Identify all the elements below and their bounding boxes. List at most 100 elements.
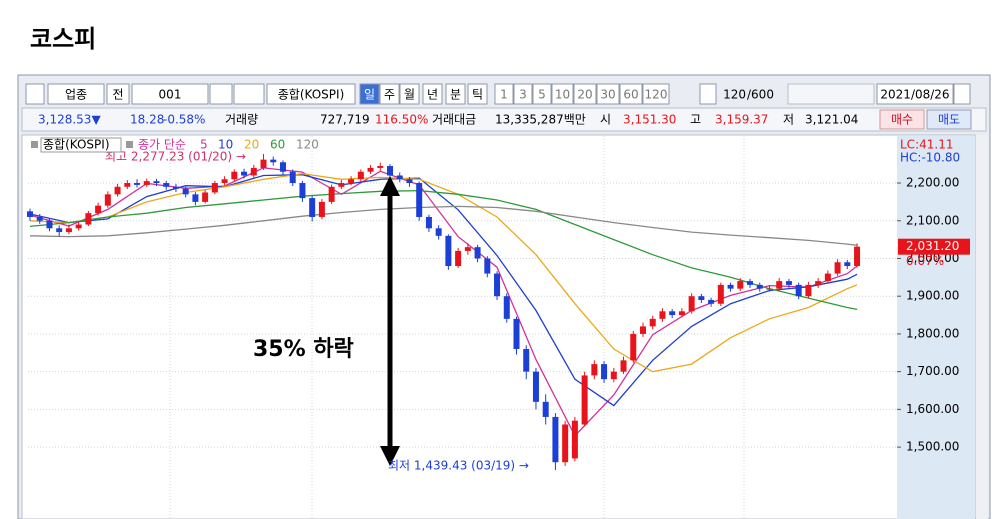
toolbar-button[interactable] <box>532 83 552 105</box>
quote-field: 거래량 <box>225 113 258 127</box>
count-dropdown[interactable] <box>699 83 717 105</box>
toolbar-button[interactable] <box>422 83 443 105</box>
candle-body <box>659 311 666 319</box>
candle-body <box>698 296 705 300</box>
candle-body <box>776 281 783 289</box>
toolbar-label: 1 <box>500 88 508 102</box>
toolbar-button[interactable] <box>47 83 105 105</box>
calendar-icon[interactable] <box>953 83 971 105</box>
candle-body <box>289 171 296 184</box>
toolbar-button[interactable] <box>359 83 380 105</box>
y-tick-label: 2,200.00 <box>906 176 959 190</box>
y-tick-label: 1,700.00 <box>906 364 959 378</box>
quote-field: 727,719 <box>320 113 370 127</box>
candle-body <box>717 284 724 304</box>
page-title: 코스피 <box>30 25 96 53</box>
toolbar-button[interactable] <box>399 83 420 105</box>
low-annotation: 최저 1,439.43 (03/19) → <box>388 459 529 473</box>
toolbar-button[interactable] <box>266 83 356 105</box>
moving-average <box>29 174 858 407</box>
candle-body <box>85 213 92 225</box>
candle-body <box>445 235 452 267</box>
candle-body <box>134 183 141 185</box>
toolbar-button[interactable] <box>106 83 130 105</box>
candle-body <box>785 281 792 285</box>
toolbar-button[interactable] <box>467 83 488 105</box>
sound-icon[interactable] <box>233 83 265 105</box>
drop-arrow <box>380 176 400 466</box>
sell-button[interactable] <box>926 109 972 130</box>
toolbar-button[interactable] <box>445 83 466 105</box>
y-tick-label: 1,500.00 <box>906 440 959 454</box>
toolbar-button[interactable] <box>596 83 620 105</box>
candle-body <box>678 311 685 316</box>
legend-entry: 20 <box>244 138 259 152</box>
candle-body <box>669 311 676 316</box>
candle-body <box>377 166 384 168</box>
quote-field: 3,159.37 <box>715 113 768 127</box>
candle-body <box>250 167 257 176</box>
candle-body <box>649 318 656 327</box>
toolbar-label: 2021/08/26 <box>880 88 949 102</box>
candle-body <box>815 281 822 285</box>
toolbar-button[interactable] <box>131 83 209 105</box>
candle-body <box>36 216 43 221</box>
toolbar-label: 틱 <box>472 88 483 102</box>
buy-button[interactable] <box>879 109 925 130</box>
tool-icons[interactable] <box>787 83 875 105</box>
candle-body <box>581 375 588 425</box>
toolbar-button[interactable] <box>619 83 643 105</box>
buy-label: 매수 <box>891 113 913 127</box>
candle-body <box>562 424 569 463</box>
candle-body <box>143 181 150 185</box>
toolbar-button[interactable] <box>642 83 670 105</box>
quote-field: 저 <box>783 113 794 127</box>
toolbar-button[interactable] <box>379 83 400 105</box>
quote-bar <box>21 107 987 132</box>
legend-entry: 120 <box>296 138 319 152</box>
toolbar-label: 5 <box>538 88 546 102</box>
candle-body <box>279 162 286 172</box>
high-annotation: 최고 2,277.23 (01/20) → <box>105 150 246 164</box>
candle-body <box>464 247 471 251</box>
legend-entry: 5 <box>200 138 208 152</box>
legend-icon <box>126 141 133 148</box>
y-axis-panel <box>897 136 975 519</box>
candle-body <box>854 246 861 267</box>
candle-body <box>552 416 559 463</box>
toolbar-label: 업종 <box>65 88 87 102</box>
candle-body <box>124 183 131 187</box>
drop-annotation: 35% 하락 <box>253 337 354 362</box>
candle-body <box>523 349 530 372</box>
y-tick-label: 1,600.00 <box>906 402 959 416</box>
candle-body <box>513 318 520 350</box>
candle-body <box>309 198 316 217</box>
toolbar-button[interactable] <box>876 83 954 105</box>
candle-body <box>114 186 121 195</box>
candle-body <box>172 186 179 189</box>
candle-body <box>182 188 189 195</box>
candle-body <box>630 333 637 361</box>
candle-body <box>348 179 355 184</box>
candle-body <box>357 171 364 180</box>
scrollbar[interactable] <box>976 135 988 519</box>
menu-icon[interactable] <box>25 83 45 105</box>
quote-field: 3,151.30 <box>623 113 676 127</box>
toolbar-button[interactable] <box>551 83 574 105</box>
sell-label: 매도 <box>938 113 960 127</box>
legend-entry: 10 <box>218 138 233 152</box>
toolbar-button[interactable] <box>573 83 597 105</box>
candle-body <box>328 186 335 202</box>
legend-title: 종합(KOSPI) <box>43 138 110 152</box>
candle-body <box>192 194 199 202</box>
toolbar-button[interactable] <box>513 83 533 105</box>
candle-body <box>270 159 277 163</box>
toolbar-button[interactable] <box>494 83 514 105</box>
candle-body <box>211 183 218 193</box>
candle-body <box>737 281 744 289</box>
candle-body <box>406 179 413 184</box>
toolbar-label: 60 <box>623 88 638 102</box>
y-tick-label: 1,900.00 <box>906 289 959 303</box>
candle-body <box>153 181 160 184</box>
search-icon[interactable] <box>209 83 233 105</box>
